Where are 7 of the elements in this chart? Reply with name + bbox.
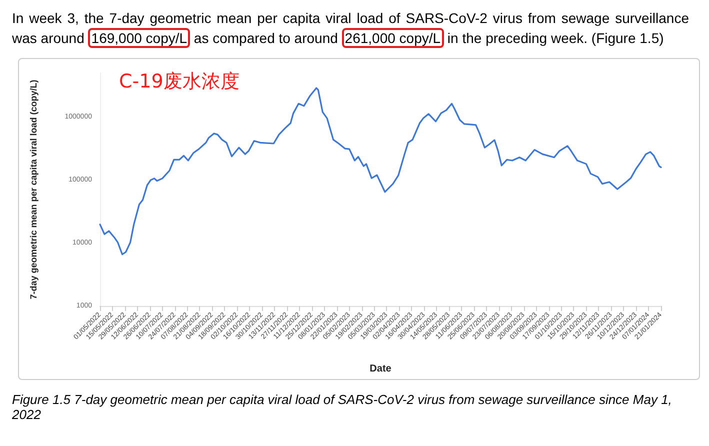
caption: Figure 1.5 7-day geometric mean per capita viral load of SARS-CoV-2 virus from sewage surveillance since May 1, 2022 <box>12 392 673 422</box>
chart-title: C-19废水浓度 <box>119 70 240 92</box>
y-axis-title: 7-day geometric mean per capita viral load (copy/L) <box>28 80 38 300</box>
x-axis-title: Date <box>370 364 392 374</box>
highlight-box: 261,000 copy/L <box>342 28 444 48</box>
highlight-box: 169,000 copy/L <box>88 28 190 48</box>
text: In week 3, the 7-day geometric mean per capita viral load of SARS-CoV-2 virus from sewage surveillance was around 169,000 copy/L as compared to around 261,000 copy/L in the preceding week. (Figure 1.5) <box>12 10 689 48</box>
